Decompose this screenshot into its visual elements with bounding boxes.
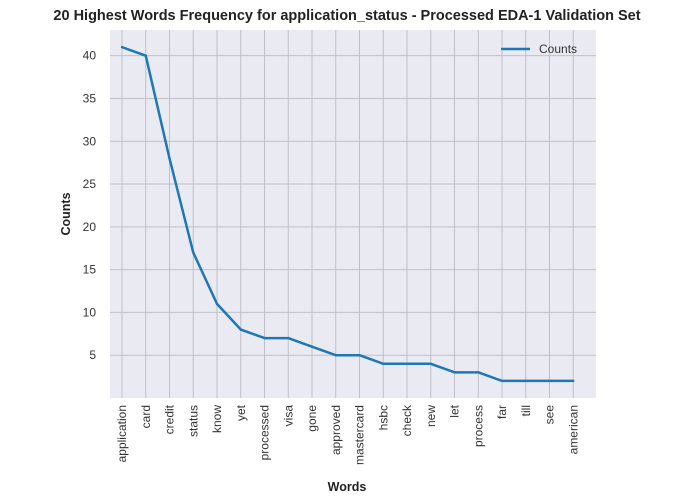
x-tick-label: american	[566, 405, 580, 454]
legend: Counts	[501, 42, 577, 56]
data-point	[310, 345, 314, 348]
y-tick-label: 35	[83, 91, 97, 105]
data-point	[239, 328, 242, 331]
data-point	[215, 302, 219, 306]
data-point	[429, 362, 432, 365]
x-tick-label: visa	[281, 405, 295, 427]
x-tick-label: till	[519, 405, 533, 416]
x-tick-label: know	[210, 405, 224, 433]
x-tick-label: gone	[305, 405, 319, 432]
x-axis-label: Words	[328, 480, 367, 494]
data-point	[405, 362, 409, 365]
x-tick-label: new	[424, 405, 438, 427]
data-point	[192, 251, 195, 254]
data-point	[334, 354, 337, 357]
x-tick-label: let	[448, 404, 462, 417]
x-tick-label: process	[471, 405, 485, 447]
data-point	[477, 371, 480, 374]
data-point	[524, 379, 527, 383]
legend-label: Counts	[539, 42, 577, 56]
data-point	[572, 379, 575, 383]
x-tick-label: card	[139, 405, 153, 428]
series-line	[121, 45, 574, 383]
data-point	[120, 45, 124, 49]
data-point	[500, 379, 504, 383]
x-tick-label: credit	[163, 404, 177, 434]
data-point	[453, 371, 456, 374]
x-tick-label: status	[186, 405, 200, 437]
y-tick-label: 10	[83, 305, 97, 319]
x-tick-label: mastercard	[353, 405, 367, 465]
y-tick-label: 5	[89, 348, 96, 362]
y-tick-label: 15	[83, 263, 97, 277]
grid	[110, 30, 596, 398]
data-point	[144, 54, 147, 57]
y-tick-label: 30	[83, 134, 97, 148]
data-point	[287, 336, 290, 340]
data-point	[548, 379, 551, 383]
x-tick-label: see	[543, 405, 557, 425]
data-point	[263, 336, 266, 340]
x-tick-label: processed	[258, 405, 272, 460]
data-point	[382, 362, 385, 365]
x-tick-label: check	[400, 404, 414, 436]
x-tick-label: application	[115, 405, 129, 462]
data-point	[168, 157, 171, 160]
y-tick-labels: 5 10 15 20 25 30 35 40	[83, 49, 97, 363]
y-tick-label: 20	[83, 220, 97, 234]
x-tick-label: yet	[234, 404, 248, 421]
y-axis-label: Counts	[59, 192, 73, 235]
x-tick-label: hsbc	[376, 405, 390, 430]
y-tick-label: 40	[83, 49, 97, 63]
plot-area	[110, 30, 596, 398]
series-lines	[120, 45, 575, 383]
x-tick-labels: application card credit status know yet proces…	[115, 404, 580, 465]
x-tick-label: far	[495, 405, 509, 419]
y-tick-label: 25	[83, 177, 97, 191]
x-tick-label: approved	[329, 405, 343, 455]
data-point	[358, 354, 361, 357]
chart-title: 20 Highest Words Frequency for applicati…	[53, 8, 640, 24]
